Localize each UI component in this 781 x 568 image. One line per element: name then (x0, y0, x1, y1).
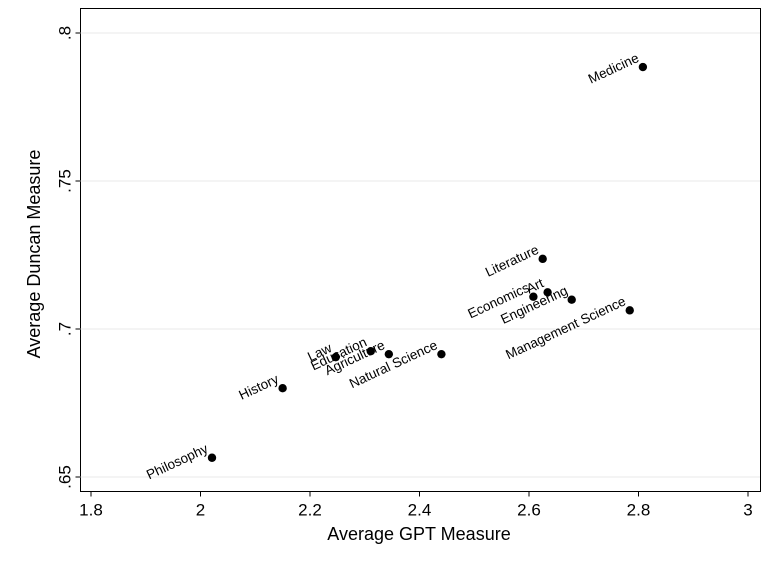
data-point (366, 347, 375, 356)
data-point (207, 453, 217, 462)
y-tick-label: .7 (56, 322, 75, 336)
x-tick-label: 3 (743, 501, 752, 520)
x-tick-label: 2.6 (517, 501, 541, 520)
data-point (331, 352, 340, 362)
y-tick-label: .8 (56, 26, 75, 40)
y-tick-label: .75 (56, 169, 75, 193)
data-point-label: Art (524, 275, 546, 296)
x-tick-label: 1.8 (79, 501, 103, 520)
y-tick-label: .65 (56, 465, 75, 489)
x-tick-label: 2.2 (298, 501, 322, 520)
x-tick-label: 2.8 (627, 501, 651, 520)
data-point (543, 288, 552, 297)
y-axis-title: Average Duncan Measure (24, 150, 44, 359)
data-point (529, 292, 538, 301)
data-point (567, 295, 576, 304)
data-point (538, 254, 547, 264)
data-points (207, 62, 648, 462)
data-point (278, 384, 287, 393)
data-point (384, 349, 394, 359)
x-tick-label: 2 (196, 501, 205, 520)
data-point (638, 62, 648, 72)
gridlines (80, 32, 760, 478)
data-point (437, 349, 446, 359)
plot-frame (80, 8, 761, 492)
x-axis-title: Average GPT Measure (327, 524, 510, 544)
x-tick-label: 2.4 (408, 501, 432, 520)
data-point (625, 306, 634, 315)
axes: .65 .7 .75 .8 1.8 2 2.2 2.4 2.6 2.8 3 (56, 26, 753, 520)
